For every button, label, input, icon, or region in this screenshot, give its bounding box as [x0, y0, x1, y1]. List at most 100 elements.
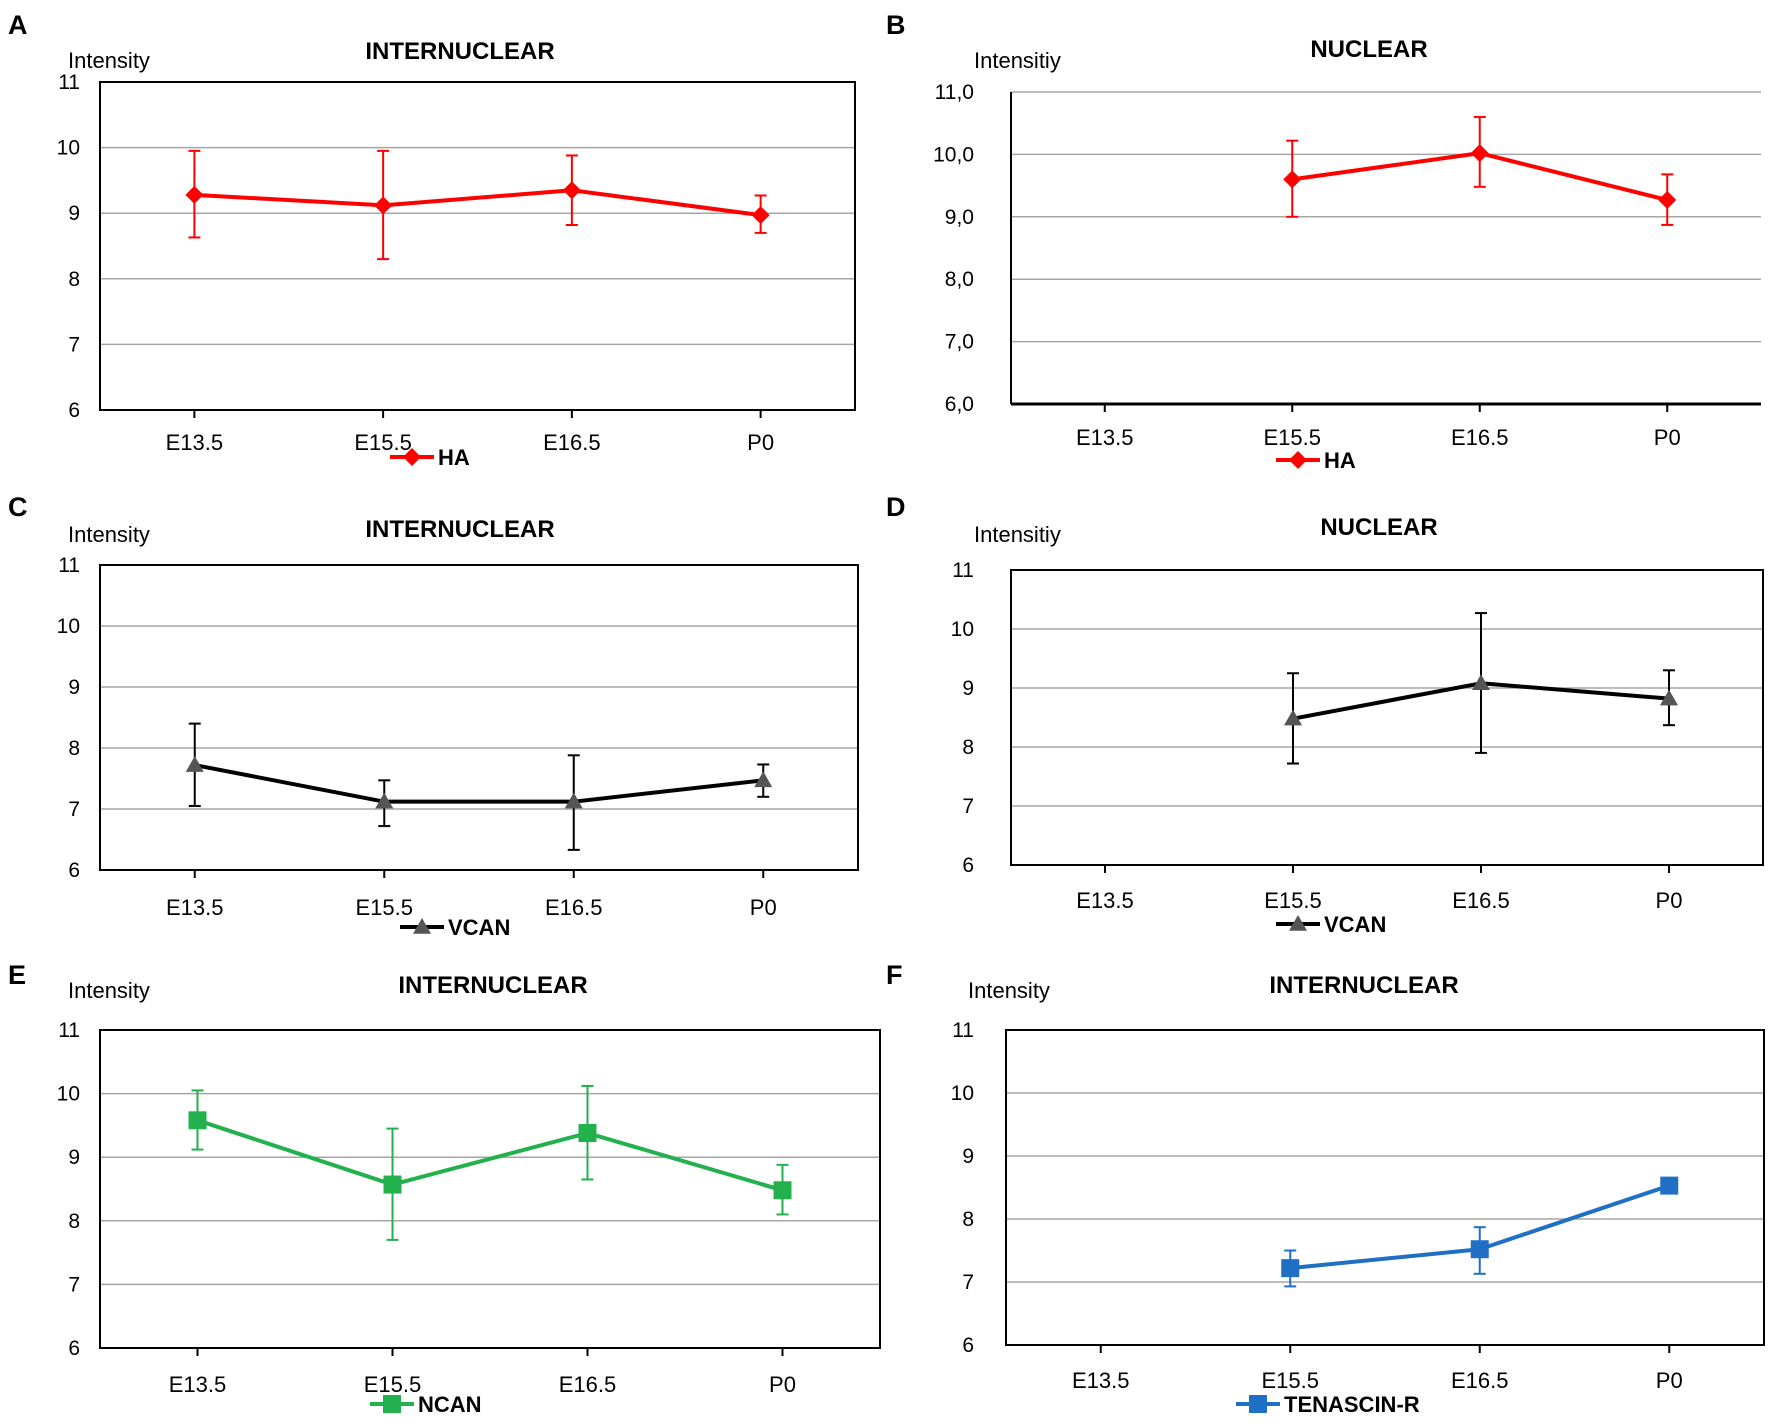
y-tick-label: 9: [68, 1146, 80, 1169]
x-tick-label: P0: [747, 430, 774, 455]
plot-frame: [1005, 1029, 1765, 1346]
y-tick-label: 9,0: [945, 206, 974, 229]
legend-marker: [403, 448, 421, 466]
x-tick-label: E13.5: [169, 1372, 227, 1397]
chart-title: INTERNUCLEAR: [1269, 972, 1459, 999]
y-tick-label: 11: [58, 71, 80, 94]
chart-svg: 6 7 8 9 10 11 E13.5 E15.5 E16.5 P0 VCAN: [951, 559, 1764, 937]
chart-svg: 6 7 8 9 10 11 E13.5 E15.5 E16.5 P0 HA: [57, 71, 856, 470]
data-point: [578, 1124, 597, 1143]
data-point: [773, 1181, 792, 1200]
legend-label: HA: [438, 445, 470, 470]
y-tick-label: 6: [962, 854, 974, 877]
y-axis-label: Intensity: [968, 978, 1050, 1003]
y-tick-label: 10,0: [933, 143, 974, 166]
panel-b: B Intensitiy NUCLEAR 6,0 7,0 8,0 9,0 10,0 11,…: [886, 0, 1772, 473]
y-tick-label: 6: [68, 1337, 80, 1360]
chart-svg: 6,0 7,0 8,0 9,0 10,0 11,0 E13.5 E15.5 E16.5 P0 HA: [933, 81, 1761, 473]
y-tick-label: 6: [68, 859, 80, 882]
data-point: [751, 206, 770, 225]
y-tick-label: 11: [58, 554, 80, 577]
panel-letter: D: [886, 492, 906, 522]
plot-frame: [1010, 569, 1764, 866]
series-line: [196, 1118, 784, 1193]
data-point: [375, 792, 394, 809]
y-tick-label: 11: [952, 559, 974, 582]
panel-letter: E: [8, 960, 27, 990]
legend-marker: [1289, 915, 1307, 931]
x-tick-label: E13.5: [1072, 1368, 1130, 1393]
y-tick-label: 9: [68, 676, 80, 699]
y-tick-label: 8: [68, 268, 80, 291]
x-tick-label: E13.5: [1076, 425, 1134, 450]
y-axis-label: Intensitiy: [974, 522, 1061, 547]
data-point: [185, 756, 204, 772]
y-tick-label: 7: [68, 1273, 80, 1296]
chart-title: INTERNUCLEAR: [365, 38, 555, 65]
x-tick-label: E16.5: [559, 1372, 617, 1397]
panel-a: A Intensity INTERNUCLEAR 6 7 8 9 10 11 E13.5 E1…: [0, 0, 886, 470]
chart-title: NUCLEAR: [1310, 36, 1428, 63]
legend-label: VCAN: [448, 915, 510, 940]
y-tick-label: 11,0: [935, 81, 974, 104]
data-point: [383, 1175, 402, 1194]
x-tick-label: E16.5: [1451, 425, 1509, 450]
y-tick-label: 9: [962, 1145, 974, 1168]
data-point: [1658, 190, 1677, 209]
y-tick-label: 10: [951, 1082, 974, 1105]
x-tick-label: E16.5: [1452, 888, 1510, 913]
y-axis-label: Intensity: [68, 48, 150, 73]
data-point: [1281, 1259, 1300, 1278]
y-tick-label: 7: [68, 333, 80, 356]
x-tick-label: P0: [1654, 425, 1681, 450]
series-line: [194, 188, 761, 218]
panel-d: D Intensitiy NUCLEAR 6 7 8 9 10 11 E13.5 E15.5 E…: [886, 480, 1772, 950]
data-point: [562, 181, 581, 200]
y-tick-label: 8: [68, 1210, 80, 1233]
panel-letter: B: [886, 10, 906, 40]
chart-svg: 6 7 8 9 10 11 E13.5 E15.5 E16.5 P0 TENASCIN-R: [951, 1019, 1765, 1417]
x-tick-label: E15.5: [356, 895, 414, 920]
x-tick-label: E13.5: [166, 430, 224, 455]
x-tick-label: E16.5: [543, 430, 601, 455]
series-line: [194, 763, 764, 804]
legend-label: TENASCIN-R: [1284, 1392, 1420, 1417]
panel-e: E Intensity INTERNUCLEAR 6 7 8 9 10 11 E13.5 E1…: [0, 950, 886, 1426]
y-axis-label: Intensity: [68, 978, 150, 1003]
chart-svg: 6 7 8 9 10 11 E13.5 E15.5 E16.5 P0 NCAN: [57, 1019, 881, 1417]
y-tick-label: 7: [962, 1271, 974, 1294]
x-tick-label: E15.5: [1264, 425, 1322, 450]
y-tick-label: 6,0: [945, 393, 974, 416]
data-point: [188, 1111, 207, 1130]
legend-label: VCAN: [1324, 912, 1386, 937]
y-tick-label: 9: [962, 677, 974, 700]
plot-frame: [99, 1029, 881, 1349]
chart-title: NUCLEAR: [1320, 514, 1438, 541]
data-point: [1283, 170, 1302, 189]
y-tick-label: 8: [68, 737, 80, 760]
y-tick-label: 10: [57, 137, 80, 160]
data-point: [1660, 1176, 1679, 1195]
panel-letter: A: [8, 10, 28, 40]
y-axis-label: Intensity: [68, 522, 150, 547]
x-tick-label: E15.5: [1264, 888, 1322, 913]
x-tick-label: E16.5: [545, 895, 603, 920]
y-tick-label: 11: [58, 1019, 80, 1042]
chart-svg: 6 7 8 9 10 11 E13.5 E15.5 E16.5 P0 VCAN: [57, 554, 859, 940]
panel-letter: F: [886, 960, 903, 990]
data-point: [564, 792, 583, 809]
chart-title: INTERNUCLEAR: [398, 972, 588, 999]
x-tick-label: E13.5: [1076, 888, 1134, 913]
data-point: [1660, 689, 1678, 706]
y-tick-label: 8: [962, 1208, 974, 1231]
legend-marker: [1289, 451, 1307, 469]
y-axis-label: Intensitiy: [974, 48, 1061, 73]
data-point: [374, 196, 393, 215]
x-tick-label: E15.5: [354, 430, 412, 455]
y-tick-label: 10: [951, 618, 974, 641]
legend-label: HA: [1324, 448, 1356, 473]
x-tick-label: E16.5: [1451, 1368, 1509, 1393]
y-tick-label: 7,0: [945, 331, 974, 354]
data-point: [1470, 1240, 1489, 1259]
chart-title: INTERNUCLEAR: [365, 516, 555, 543]
